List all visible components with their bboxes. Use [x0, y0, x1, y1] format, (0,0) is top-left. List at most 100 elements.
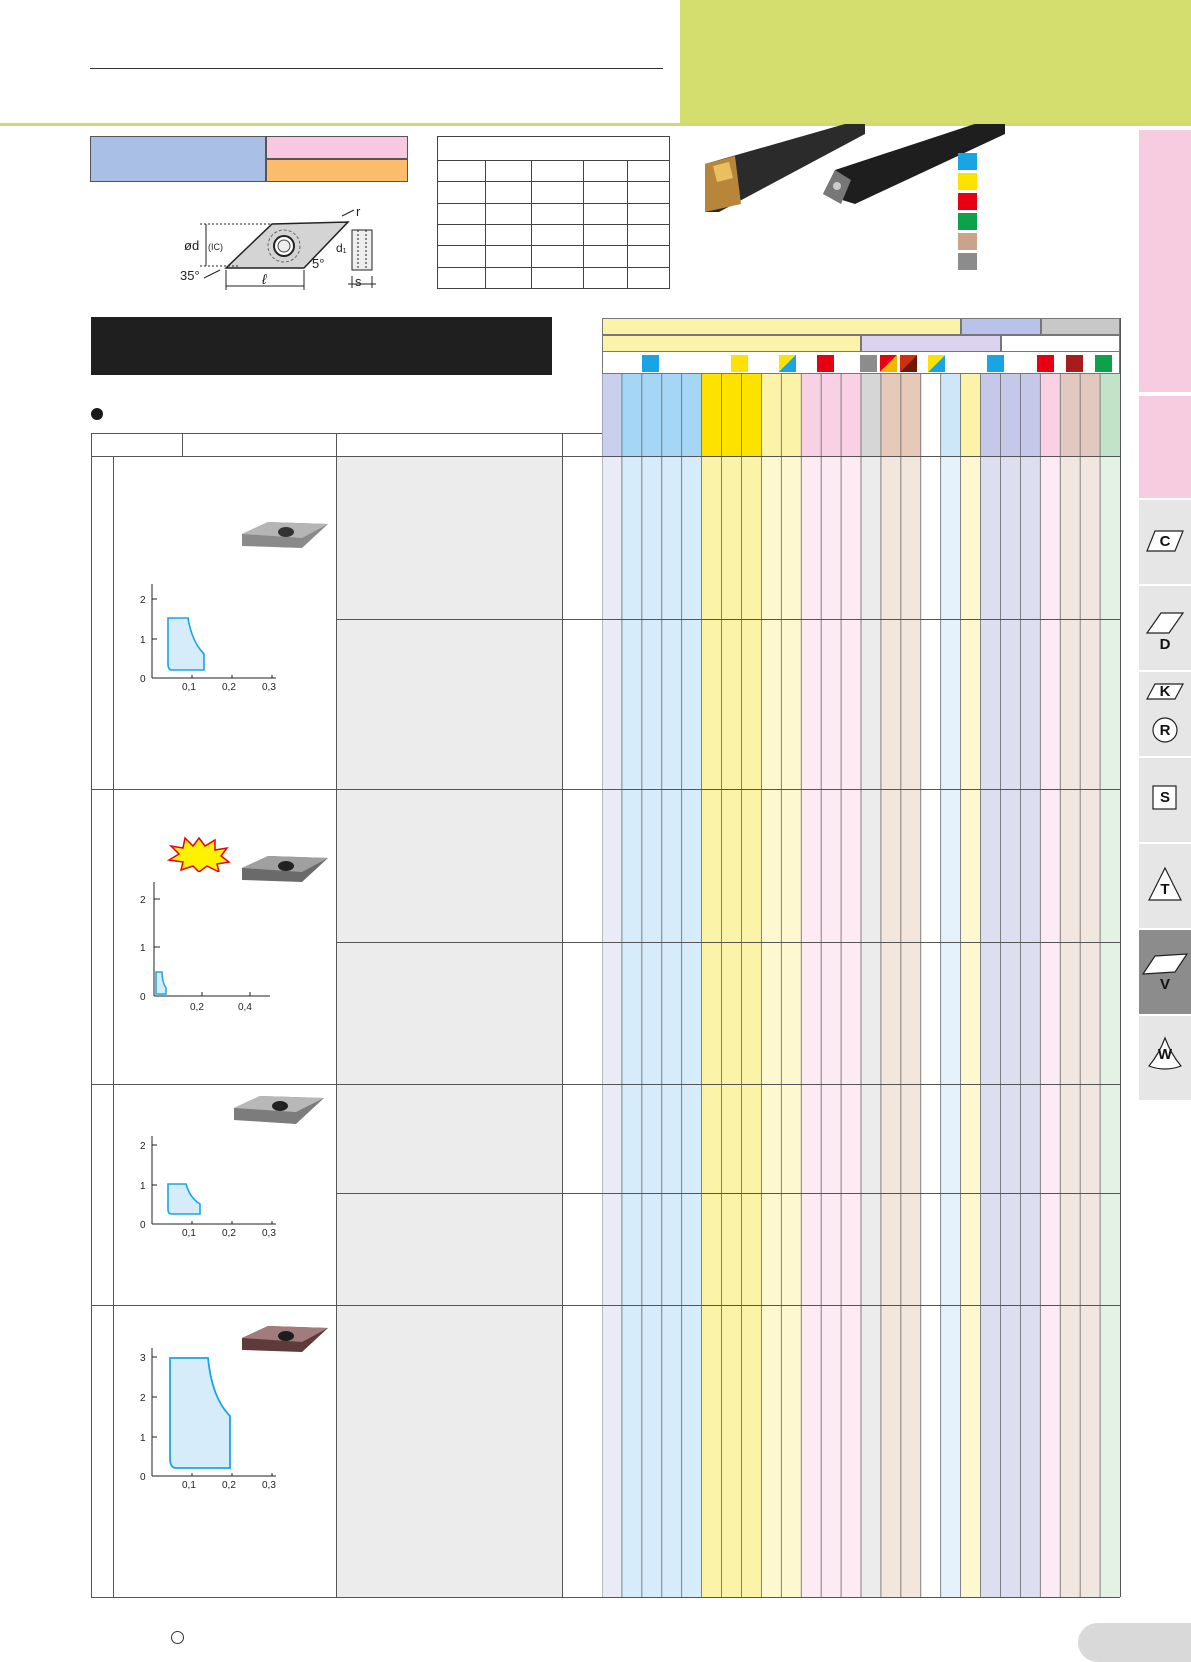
square-s-icon [1152, 785, 1177, 810]
grade-column-header [721, 374, 742, 456]
legend-yellow [958, 173, 977, 190]
tab-t[interactable]: T [1139, 844, 1191, 930]
label-r: r [356, 208, 361, 219]
tab-letter-r: R [1159, 722, 1171, 739]
row-separator-1 [91, 789, 1120, 790]
grade-column-header [960, 374, 981, 456]
chart4-xtick-02: 0,2 [222, 1480, 236, 1491]
grade-column-header [841, 374, 861, 456]
chart1-ytick-2: 2 [140, 595, 146, 606]
grade-column-body [1100, 456, 1120, 1597]
grade-column-header [1060, 374, 1081, 456]
material-red-2-icon [1037, 355, 1054, 372]
tab-d[interactable]: D [1139, 586, 1191, 672]
header-rule [90, 68, 663, 69]
grade-column-header [621, 374, 642, 456]
tab-letter-w: W [1157, 1046, 1173, 1063]
legend-green [958, 213, 977, 230]
tab-letter-d: D [1159, 636, 1171, 653]
grade-column-body [900, 456, 921, 1597]
insert-dimension-diagram: r ød (IC) d₁ ℓ s 35° 5° [180, 208, 376, 290]
chart3-ytick-0: 0 [140, 1220, 146, 1231]
chipbreaker-chart-1: 2 1 0 0,1 0,2 0,3 [140, 584, 276, 692]
tab-letter-s: S [1159, 789, 1170, 806]
chart2-xtick-02: 0,2 [190, 1002, 204, 1013]
tab-w[interactable]: W [1139, 1016, 1191, 1102]
tab-letter-c: C [1159, 533, 1171, 550]
sub-separator-3 [336, 1193, 1120, 1194]
table-header-bottom [91, 456, 1120, 457]
grade-column-header [920, 374, 941, 456]
table-bottom-border [91, 1597, 1120, 1598]
grade-column-body [781, 456, 802, 1597]
bullet-icon [91, 408, 103, 420]
tab-c[interactable]: C [1139, 500, 1191, 586]
legend-blue [958, 153, 977, 170]
grade-subheader-white [1001, 335, 1120, 352]
chart4-ytick-2: 2 [140, 1393, 146, 1404]
grade-column-header [861, 374, 881, 456]
grade-column-body [741, 456, 762, 1597]
chart3-xtick-02: 0,2 [222, 1228, 236, 1238]
tab-v[interactable]: V [1139, 930, 1191, 1016]
desc-cell-2a [336, 789, 562, 942]
sub-separator-2 [336, 942, 1120, 943]
material-dark-red-icon [1066, 355, 1083, 372]
grade-column-body [602, 456, 622, 1597]
desc-cell-1a [336, 456, 562, 619]
grade-column-header [701, 374, 722, 456]
sub-separator-1 [336, 619, 1120, 620]
chart2-xtick-04: 0,4 [238, 1002, 252, 1013]
grade-column-header [741, 374, 762, 456]
chart3-ytick-1: 1 [140, 1181, 146, 1192]
material-yellow-icon [731, 355, 748, 372]
grade-column-header [641, 374, 662, 456]
grade-column-header [781, 374, 802, 456]
grade-column-body [761, 456, 782, 1597]
material-blue-yellow-icon [779, 355, 796, 372]
grade-column-body [721, 456, 742, 1597]
grade-column-body [861, 456, 881, 1597]
table-divider-code [562, 433, 563, 1597]
grade-column-header [1100, 374, 1120, 456]
material-red-orange-icon [880, 355, 897, 372]
tool-holder-photo [705, 124, 1005, 212]
insert-class-box [266, 159, 408, 182]
page-number-tab [1078, 1623, 1191, 1662]
side-index-pink-1[interactable] [1139, 130, 1191, 392]
chipbreaker-chart-2: 2 1 0 0,2 0,4 [140, 882, 270, 1013]
desc-cell-3a [336, 1084, 562, 1193]
chart1-ytick-0: 0 [140, 674, 146, 685]
grade-column-body [960, 456, 981, 1597]
label-s: s [355, 274, 362, 289]
parallelogram-c-icon [1146, 530, 1184, 552]
grade-column-header [900, 374, 921, 456]
grade-column-body [841, 456, 861, 1597]
side-index-pink-2[interactable] [1139, 396, 1191, 498]
header-banner [680, 0, 1191, 125]
tab-s[interactable]: S [1139, 758, 1191, 844]
table-divider-index [113, 456, 114, 1597]
insert-grade-box [266, 136, 408, 159]
table-divider-desc [336, 433, 337, 1597]
grade-column-body [681, 456, 702, 1597]
grade-header-yellow [602, 318, 961, 335]
chipbreaker-chart-3: 2 1 0 0,1 0,2 0,3 [140, 1136, 276, 1238]
chart4-ytick-1: 1 [140, 1433, 146, 1444]
tab-k-r[interactable]: K R [1139, 672, 1191, 758]
label-d1: d₁ [336, 241, 347, 255]
material-red-dark-icon [900, 355, 917, 372]
row-separator-3 [91, 1305, 1120, 1306]
grade-column-header [940, 374, 961, 456]
parallelogram-d-icon [1145, 612, 1185, 634]
insert-photo-1 [242, 522, 328, 548]
grade-column-header [821, 374, 842, 456]
copyright-icon [171, 1631, 184, 1644]
triangle-t-icon [1148, 866, 1182, 901]
rhombus-v-icon [1141, 953, 1189, 975]
grade-column-body [661, 456, 682, 1597]
grade-column-header [761, 374, 782, 456]
grade-column-body [880, 456, 901, 1597]
chart1-xtick-02: 0,2 [222, 682, 236, 692]
material-green-icon [1095, 355, 1112, 372]
